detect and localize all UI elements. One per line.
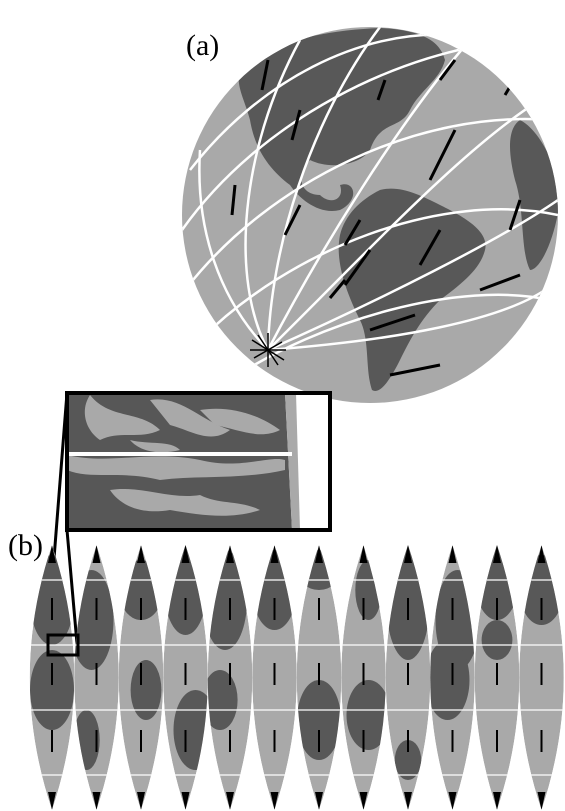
gore	[426, 545, 480, 810]
gore-land	[355, 560, 381, 620]
panel-label: (a)	[186, 29, 219, 62]
gore-land	[203, 550, 247, 650]
gores	[27, 535, 565, 810]
gore-land	[347, 680, 391, 750]
globe	[182, 25, 560, 403]
gore	[294, 545, 344, 810]
figure: (a) (b)	[0, 0, 565, 811]
gore	[202, 545, 255, 810]
gore-land	[30, 650, 74, 730]
gore	[517, 545, 565, 810]
gore-land	[426, 640, 470, 720]
gore-land	[131, 660, 162, 720]
gore	[472, 540, 522, 810]
gore-land	[482, 620, 513, 660]
gore	[27, 545, 77, 810]
gore	[250, 545, 300, 810]
page: (a) (b) (() => { const data = JSON.parse…	[0, 0, 565, 811]
gore	[339, 545, 391, 810]
gore	[70, 545, 122, 810]
panel-label: (b)	[8, 529, 43, 562]
gore	[383, 540, 433, 810]
gore	[116, 545, 166, 810]
